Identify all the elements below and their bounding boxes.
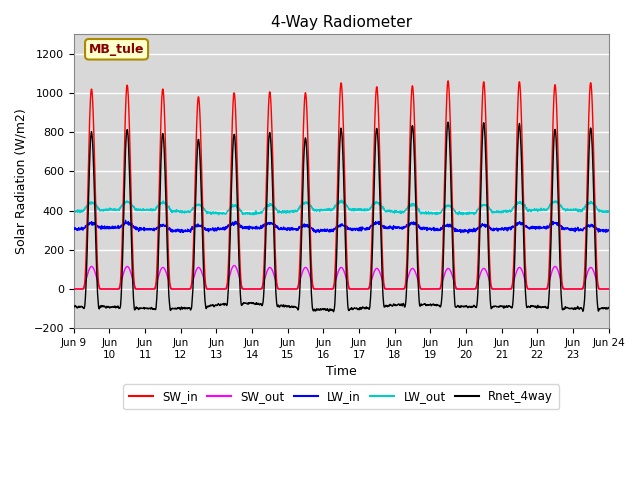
Rnet_4way [357,305,365,311]
LW_out [250,212,257,217]
LW_in [70,226,77,232]
SW_in [557,273,565,278]
Legend: SW_in, SW_out, LW_in, LW_out, Rnet_4way: SW_in, SW_out, LW_in, LW_out, Rnet_4way [124,384,559,409]
SW_out [497,286,504,292]
SW_out [605,286,612,292]
LW_in [558,224,566,229]
SW_out [369,274,376,280]
LW_out [369,203,376,208]
X-axis label: Time: Time [326,365,356,378]
LW_in [369,222,376,228]
Rnet_4way [605,305,612,311]
Line: SW_in: SW_in [74,81,609,289]
SW_in [605,286,612,292]
LW_in [573,226,580,232]
LW_in [357,226,365,231]
SW_out [219,286,227,292]
SW_out [557,280,565,286]
Rnet_4way [558,302,566,308]
Line: Rnet_4way: Rnet_4way [74,122,609,312]
Y-axis label: Solar Radiation (W/m2): Solar Radiation (W/m2) [15,108,28,254]
LW_out [573,207,580,213]
Rnet_4way [219,301,227,307]
Title: 4-Way Radiometer: 4-Way Radiometer [271,15,412,30]
SW_out [230,263,238,268]
LW_in [605,228,612,233]
LW_out [605,209,612,215]
Text: MB_tule: MB_tule [89,43,144,56]
Rnet_4way [330,309,337,314]
LW_out [558,204,566,210]
Line: SW_out: SW_out [74,265,609,289]
Rnet_4way [70,303,77,309]
SW_in [368,228,376,234]
LW_in [220,225,227,230]
SW_out [357,286,365,292]
Rnet_4way [369,251,376,257]
Rnet_4way [573,306,580,312]
Rnet_4way [444,120,452,125]
Rnet_4way [497,303,505,309]
LW_out [70,209,77,215]
SW_in [356,286,364,292]
LW_out [219,210,227,216]
SW_out [70,286,77,292]
SW_in [219,286,227,292]
LW_in [122,217,129,223]
SW_in [70,286,77,292]
LW_in [497,227,505,233]
LW_out [357,205,365,211]
Line: LW_out: LW_out [74,200,609,215]
SW_in [573,286,580,292]
LW_in [464,230,472,236]
LW_out [338,197,346,203]
Line: LW_in: LW_in [74,220,609,233]
SW_out [573,286,580,292]
SW_in [444,78,452,84]
SW_in [497,286,504,292]
LW_out [497,209,505,215]
